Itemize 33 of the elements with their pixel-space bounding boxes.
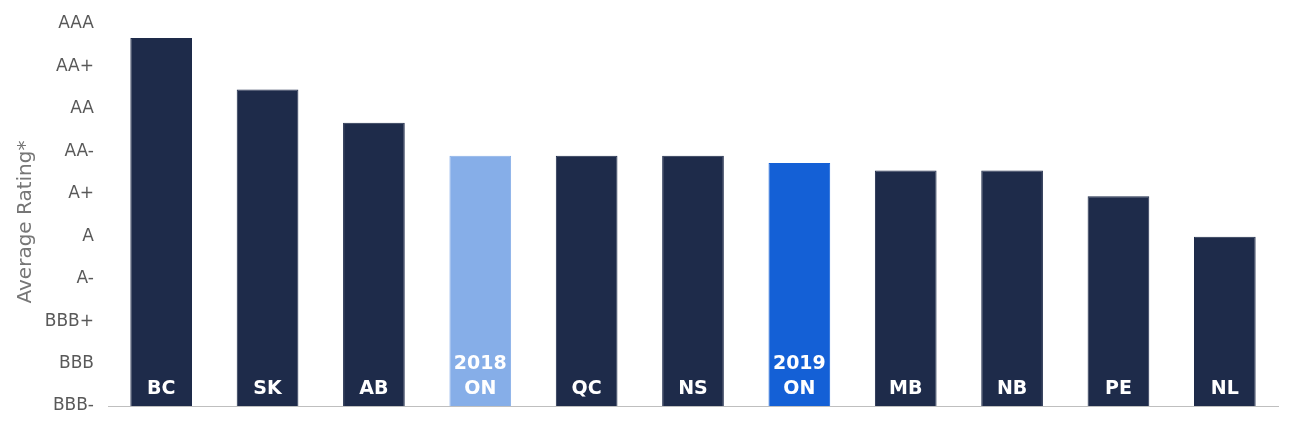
text: AA- <box>64 139 94 160</box>
bar <box>662 155 724 406</box>
bar <box>1087 196 1150 406</box>
x-tick-label: 2018 ON <box>453 351 507 398</box>
x-tick-label: AB <box>359 376 389 398</box>
x-tick-label: MB <box>889 376 923 398</box>
text: AA <box>70 97 95 118</box>
bar <box>981 170 1043 406</box>
bar <box>236 89 299 406</box>
bar <box>130 38 193 406</box>
text: A- <box>76 267 94 288</box>
x-tick-label: SK <box>253 376 284 398</box>
bar <box>768 163 831 406</box>
x-tick-label: NB <box>996 376 1028 398</box>
text: AAA <box>58 12 95 33</box>
x-tick-label: NL <box>1210 376 1239 398</box>
bar <box>874 170 937 406</box>
text: A+ <box>68 182 94 203</box>
x-tick-label: 2019 ON <box>772 351 826 398</box>
x-tick-label: PE <box>1105 376 1132 398</box>
text: AA+ <box>56 54 94 75</box>
text: A <box>82 224 95 245</box>
text: BBB+ <box>44 309 94 330</box>
bar <box>449 155 512 406</box>
x-tick-label: BC <box>146 376 176 398</box>
bar <box>343 122 405 406</box>
bar <box>555 155 618 406</box>
x-tick-label: NS <box>678 376 708 398</box>
text: BBB- <box>52 394 94 415</box>
x-tick-label: QC <box>571 376 602 398</box>
y-axis-title: Average Rating* <box>12 140 37 304</box>
bar <box>1193 236 1256 406</box>
text: BBB <box>59 351 94 372</box>
